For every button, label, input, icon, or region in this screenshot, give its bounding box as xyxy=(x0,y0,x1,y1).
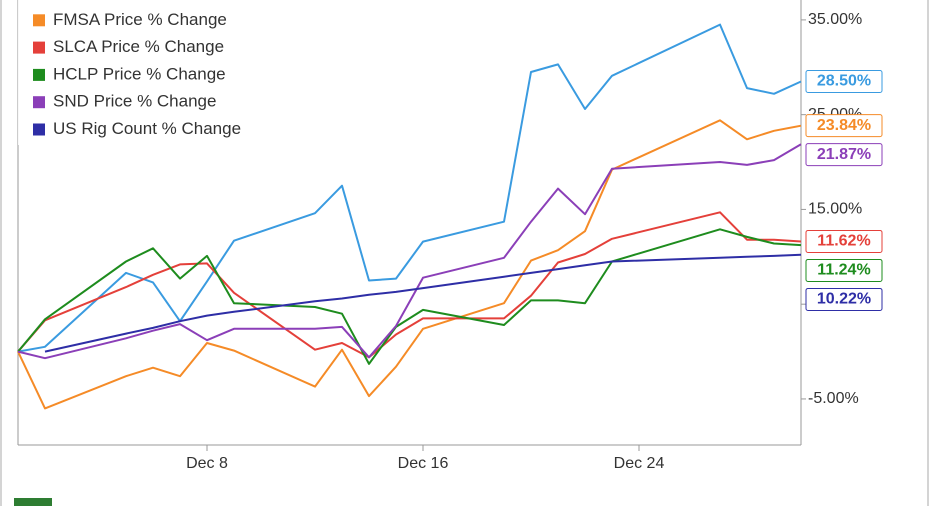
value-label: 10.22% xyxy=(817,291,871,308)
legend-swatch xyxy=(33,68,45,81)
legend-swatch xyxy=(33,96,45,109)
legend-swatch xyxy=(33,123,45,136)
value-label: 23.84% xyxy=(817,117,871,134)
legend-label: FMSA Price % Change xyxy=(53,10,227,29)
value-label-box xyxy=(805,69,883,93)
x-tick-label: Dec 16 xyxy=(398,455,449,472)
x-tick-label: Dec 8 xyxy=(186,455,228,472)
value-label: 21.87% xyxy=(817,146,871,163)
value-label-box xyxy=(805,258,883,282)
y-tick-label: -5.00% xyxy=(808,390,859,407)
legend-swatch xyxy=(33,14,45,27)
value-label: 28.50% xyxy=(817,73,871,90)
y-tick-label: 35.00% xyxy=(808,11,862,28)
x-tick-label: Dec 24 xyxy=(614,455,665,472)
value-label: 11.62% xyxy=(817,233,870,250)
legend-label: SND Price % Change xyxy=(53,92,216,111)
series-line xyxy=(17,23,802,353)
logo xyxy=(14,498,52,506)
value-label: 11.24% xyxy=(817,262,870,279)
value-label-box xyxy=(805,229,883,253)
series-line xyxy=(17,119,802,410)
legend-label: HCLP Price % Change xyxy=(53,64,226,83)
legend-label: US Rig Count % Change xyxy=(53,119,241,138)
legend-swatch xyxy=(33,41,45,54)
value-label-box xyxy=(805,114,883,138)
series-line xyxy=(17,211,802,359)
value-label-box xyxy=(805,143,883,167)
legend-box xyxy=(18,0,286,145)
series-line xyxy=(44,253,802,353)
legend: FMSA Price % Change SLCA Price % Change HC… xyxy=(18,0,286,145)
y-tick-label: 15.00% xyxy=(808,201,862,218)
series-line xyxy=(17,143,802,360)
value-label-box xyxy=(805,287,883,311)
legend-label: SLCA Price % Change xyxy=(53,37,224,56)
